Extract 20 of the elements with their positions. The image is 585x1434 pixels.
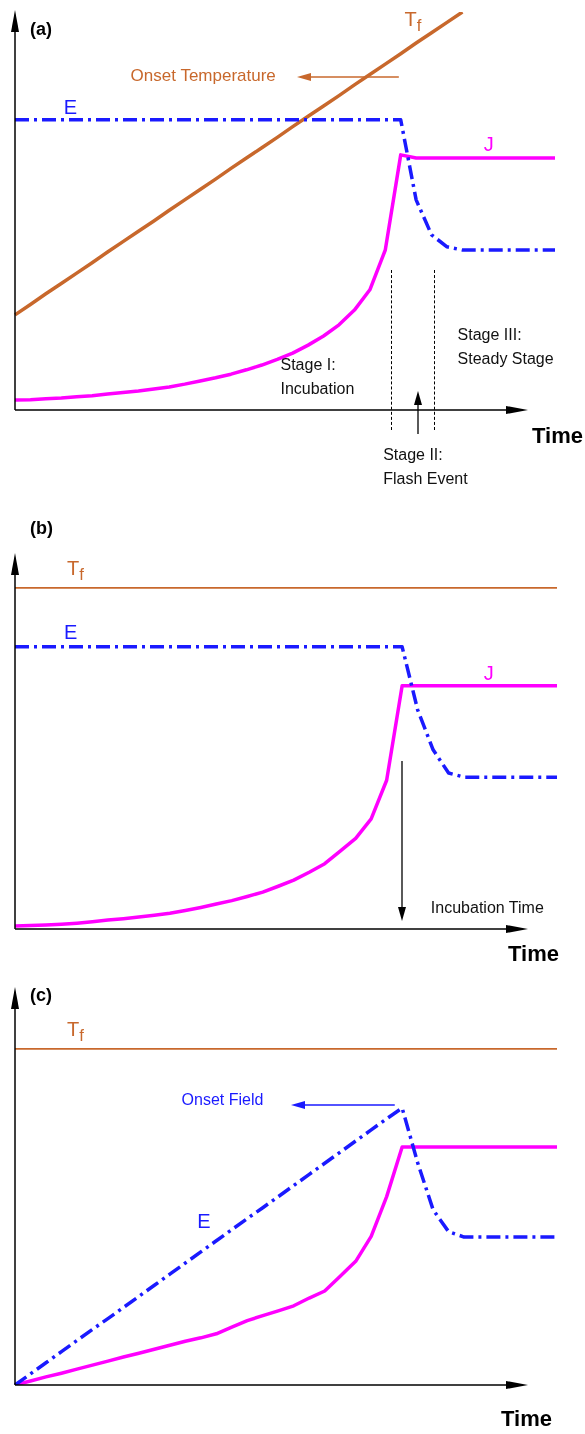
annotation: Stage III: Steady Stage [457, 325, 554, 370]
series-label: T$_{f}$ [66, 1018, 84, 1047]
x-axis-title: Time [501, 1406, 552, 1432]
chart-title: (c) [30, 984, 52, 1006]
annotation: Incubation Time [430, 898, 544, 919]
series-label: T$_{f}$ [404, 7, 422, 36]
x-axis-title: Time [532, 423, 583, 449]
chart-title: (a) [30, 18, 52, 40]
series-label: J [483, 661, 494, 685]
annotation: Onset Temperature [130, 65, 276, 88]
x-axis-title: Time [508, 941, 559, 967]
series-label: T$_{f}$ [66, 556, 84, 585]
series-label: E [197, 1209, 211, 1233]
annotation: Stage I: Incubation [280, 354, 355, 399]
chart-title: (b) [30, 517, 53, 539]
annotation: Onset Field [181, 1089, 264, 1110]
series-label: J [483, 132, 494, 156]
text: Stage II: Flash Event [383, 444, 468, 489]
series-label: E [64, 620, 78, 644]
series-label: E [63, 95, 78, 119]
